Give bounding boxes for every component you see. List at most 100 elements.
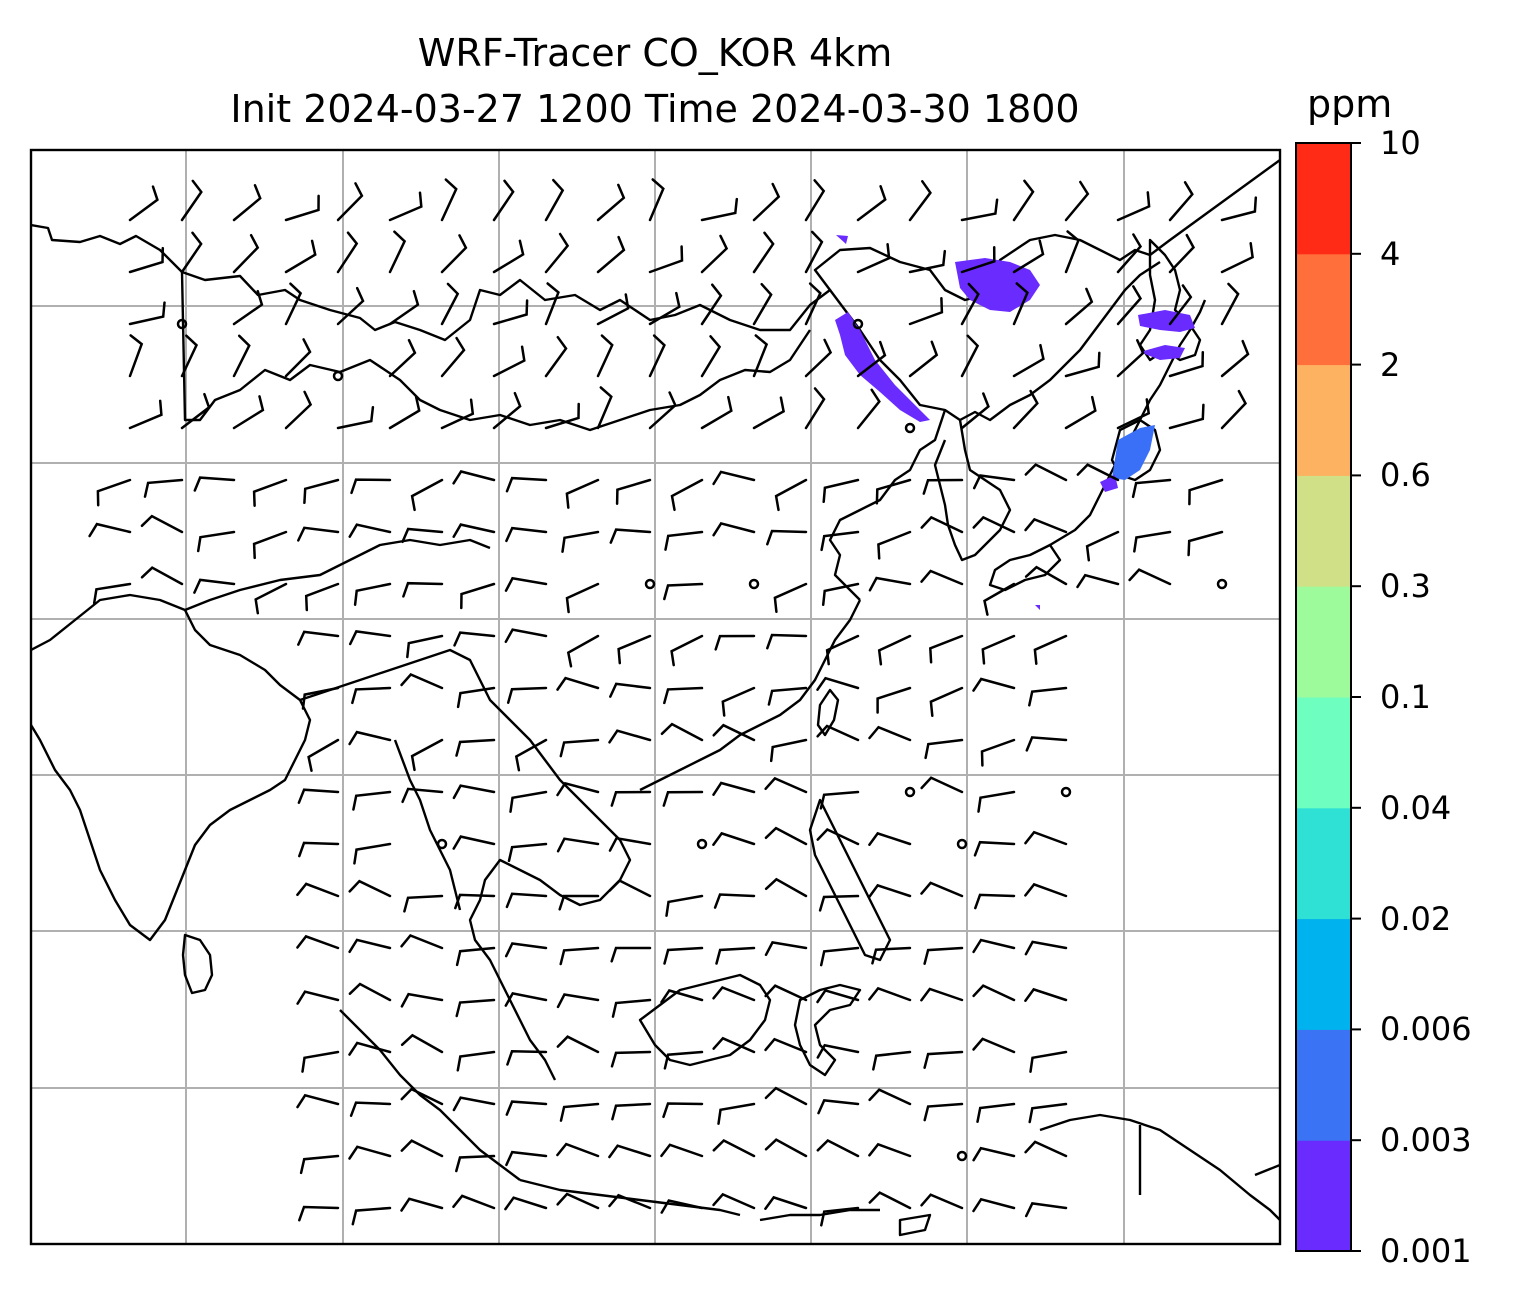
wind-barb <box>868 725 912 742</box>
chart-title-line2: Init 2024-03-27 1200 Time 2024-03-30 180… <box>230 87 1080 131</box>
wind-barb <box>348 879 392 898</box>
wind-barb <box>774 478 808 512</box>
wind-barb <box>452 784 496 800</box>
wind-barb <box>662 1102 704 1119</box>
colorbar-tick-label: 0.001 <box>1380 1232 1472 1270</box>
wind-barb <box>1116 339 1145 378</box>
wind-barb <box>974 893 1016 910</box>
wind-barb <box>1024 987 1068 1002</box>
wind-barb <box>972 1037 1016 1054</box>
wind-barb <box>1116 398 1151 430</box>
wind-barb <box>492 179 515 222</box>
wind-barb <box>700 283 723 326</box>
colorbar <box>1295 142 1361 1252</box>
wind-barb <box>348 1041 392 1056</box>
wind-barb <box>1064 351 1101 378</box>
wind-barb <box>128 301 166 326</box>
wind-barb <box>505 892 548 909</box>
wind-barb <box>284 194 320 222</box>
wind-barb <box>609 528 652 544</box>
wind-barb <box>455 738 496 757</box>
wind-barb <box>556 993 600 1009</box>
wind-barb <box>452 1096 496 1112</box>
colorbar-segment <box>1296 1140 1351 1252</box>
wind-barb <box>455 1154 496 1173</box>
wind-barb <box>610 790 652 807</box>
wind-barb <box>454 893 496 910</box>
wind-barb <box>819 946 860 967</box>
wind-barb <box>856 340 887 378</box>
wind-barb <box>764 877 808 898</box>
wind-barb <box>297 630 340 646</box>
tracer-plume <box>1140 345 1185 360</box>
wind-barb <box>665 894 704 917</box>
wind-barb <box>301 686 340 710</box>
wind-barb <box>1168 284 1193 326</box>
wind-barb <box>825 634 860 666</box>
wind-barb <box>296 882 340 898</box>
wind-barb <box>816 676 860 691</box>
wind-barb <box>596 386 613 430</box>
colorbar-segment <box>1296 697 1351 809</box>
wind-barb <box>908 340 939 378</box>
wind-barb <box>440 178 458 222</box>
wind-barb <box>960 334 980 378</box>
wind-barb <box>400 672 444 690</box>
wind-barb <box>232 395 265 430</box>
wind-barb <box>920 515 964 534</box>
colorbar-segment <box>1296 364 1351 476</box>
tracer-plume <box>836 235 848 244</box>
wind-barb <box>193 476 236 492</box>
wind-barb <box>1012 239 1045 274</box>
calm-wind-marker <box>748 578 760 590</box>
wind-barb <box>336 286 365 326</box>
colorbar-tick-label: 0.003 <box>1380 1121 1472 1160</box>
wind-barb <box>561 530 600 553</box>
wind-barb <box>128 185 159 222</box>
map-area <box>31 150 1280 1244</box>
wind-barb <box>664 530 704 551</box>
wind-barb <box>877 634 912 666</box>
wind-barb <box>868 883 912 898</box>
wind-barb <box>180 179 203 222</box>
wind-barb <box>804 387 826 430</box>
wind-barb <box>452 835 496 850</box>
wind-barb <box>972 984 1016 1002</box>
wind-barb <box>1133 530 1172 553</box>
colorbar-segment <box>1296 1029 1351 1141</box>
wind-barb <box>1064 180 1090 222</box>
wind-barb <box>764 1195 808 1210</box>
wind-barb <box>504 991 548 1007</box>
wind-barb <box>401 527 444 544</box>
wind-barb <box>764 826 808 846</box>
wind-barb <box>872 1050 912 1071</box>
calm-wind-marker <box>852 318 864 330</box>
wind-barb <box>617 634 652 665</box>
wind-barb <box>301 1050 340 1073</box>
colorbar-unit-label: ppm <box>1307 82 1393 126</box>
wind-barb <box>348 630 392 646</box>
wind-barb <box>920 987 964 1002</box>
wind-barb <box>983 582 1016 616</box>
wind-barb <box>388 191 423 222</box>
wind-barb <box>700 197 739 222</box>
wind-barb <box>1012 282 1029 326</box>
wind-barb <box>304 582 340 612</box>
wind-barb <box>875 478 912 505</box>
wind-barb <box>504 628 548 644</box>
wind-barb <box>565 582 600 614</box>
wind-barb <box>556 1142 600 1158</box>
wind-barb <box>388 289 420 326</box>
wind-barb <box>1029 1050 1068 1073</box>
wind-barb <box>960 392 990 430</box>
wind-barb <box>410 478 444 512</box>
wind-barb <box>1024 1140 1068 1158</box>
wind-barb <box>648 291 681 326</box>
wind-barb <box>773 582 808 614</box>
colorbar-tick-label: 0.006 <box>1380 1010 1472 1049</box>
wind-barb <box>504 1196 548 1211</box>
wind-barb <box>128 399 163 430</box>
wind-barb <box>232 233 260 274</box>
wind-barb <box>400 1139 444 1158</box>
wind-barb <box>351 686 392 705</box>
